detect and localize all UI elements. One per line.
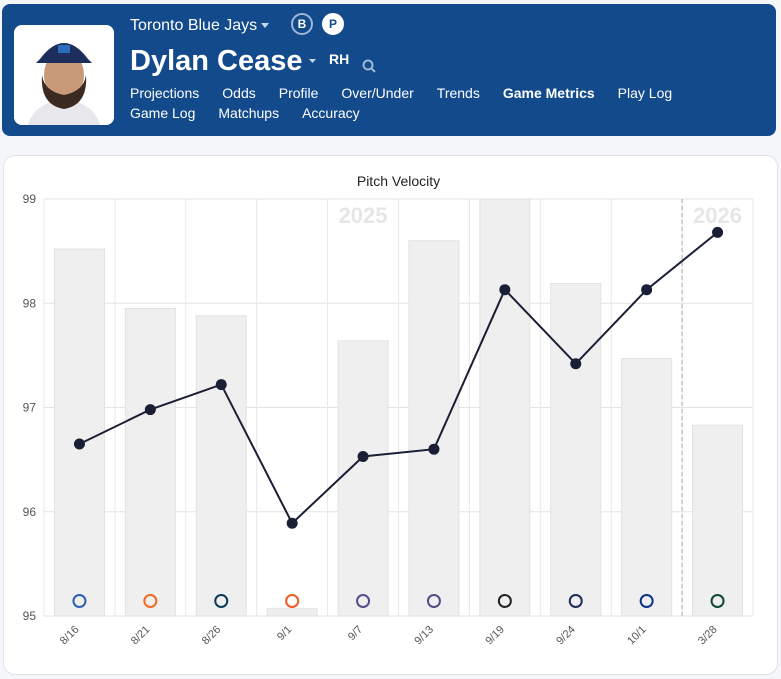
nav-link[interactable]: Trends	[436, 85, 480, 101]
player-photo	[14, 25, 114, 125]
nav-link[interactable]: Game Log	[130, 105, 196, 121]
team-logo	[568, 594, 583, 608]
team-logo	[639, 594, 654, 608]
bar	[692, 424, 744, 617]
point	[428, 443, 440, 455]
bar	[266, 608, 318, 617]
bar	[53, 248, 105, 617]
point	[215, 379, 227, 391]
x-tick-label: 9/1	[275, 624, 294, 643]
nav-link[interactable]: Profile	[278, 85, 319, 101]
team-logo	[143, 594, 158, 608]
nav: Projections Odds Profile Over/Under Trends Ga…	[130, 85, 710, 121]
nav-link[interactable]: Play Log	[617, 85, 673, 101]
team-logo	[356, 594, 371, 608]
x-tick-label: 10/1	[625, 624, 649, 648]
y-tick-label: 97	[23, 401, 37, 415]
dropdown-caret	[309, 59, 316, 63]
search-icon[interactable]	[362, 59, 378, 75]
team-logo	[214, 594, 229, 608]
handedness: RH	[329, 51, 350, 67]
nav-link[interactable]: Game Metrics	[502, 85, 595, 101]
badge[interactable]: P	[322, 13, 344, 35]
bar	[408, 240, 460, 617]
point	[144, 404, 156, 416]
y-tick-label: 98	[23, 296, 37, 310]
line	[79, 231, 719, 525]
badge[interactable]: B	[291, 13, 313, 35]
x-tick-label: 9/13	[412, 624, 436, 648]
point	[73, 438, 85, 450]
nav-link[interactable]: Matchups	[218, 105, 280, 121]
x-tick-label: 8/21	[129, 624, 153, 648]
team-logo	[285, 594, 300, 608]
y-tick-label: 96	[23, 505, 37, 519]
bar	[337, 340, 389, 617]
player-name[interactable]: Dylan Cease	[130, 45, 303, 77]
point	[499, 284, 511, 296]
team-logo	[72, 594, 87, 608]
chart-title: Pitch Velocity	[357, 173, 440, 189]
team-logo	[426, 594, 441, 608]
photo-art	[14, 25, 114, 125]
nav-link[interactable]: Odds	[222, 85, 256, 101]
y-tick-label: 95	[23, 609, 37, 623]
nav-link[interactable]: Projections	[130, 85, 200, 101]
point	[712, 226, 724, 238]
team-selector[interactable]: Toronto Blue Jays	[130, 17, 258, 34]
x-tick-label: 9/7	[346, 624, 365, 643]
x-tick-label: 8/26	[200, 624, 224, 648]
year-label: 2026	[693, 203, 742, 228]
team-logo	[710, 594, 725, 608]
chart: Pitch Velocity 95 96 97 98 99 2025 2026 8/16 8/21…	[23, 173, 754, 648]
point	[641, 284, 653, 296]
nav-link[interactable]: Accuracy	[302, 105, 360, 121]
bar	[621, 358, 673, 617]
nav-link[interactable]: Over/Under	[341, 85, 414, 101]
bar	[195, 315, 247, 617]
team-logo	[497, 594, 512, 608]
dropdown-caret	[261, 23, 269, 28]
point	[357, 450, 369, 462]
x-tick-label: 8/16	[58, 624, 82, 648]
year-label: 2025	[339, 203, 388, 228]
player-header: Toronto Blue Jays B P Dylan Cease RH Pro…	[2, 4, 776, 136]
bar	[479, 198, 531, 617]
point	[570, 358, 582, 370]
x-tick-label: 3/28	[696, 624, 720, 648]
bar	[550, 282, 602, 617]
bar	[124, 307, 176, 617]
chart-card: Pitch Velocity 95 96 97 98 99 2025 2026 8/16 8/21…	[3, 155, 778, 675]
x-tick-label: 9/19	[483, 624, 507, 648]
y-tick-label: 99	[23, 192, 37, 206]
x-tick-label: 9/24	[554, 624, 578, 648]
point	[286, 517, 298, 529]
